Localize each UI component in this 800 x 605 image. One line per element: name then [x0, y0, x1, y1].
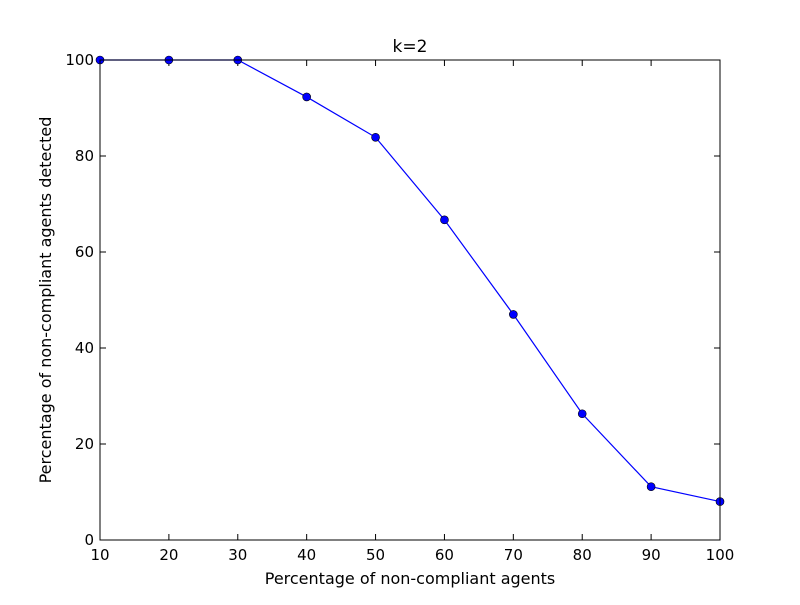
axis-ticks: 10 20 30 40 50 60 70 80 90 100 0 20 40 60 80 100 [65, 51, 734, 564]
data-point [302, 92, 311, 102]
plot-frame [99, 59, 721, 541]
x-tick-label: 60 [435, 546, 454, 564]
x-tick-label: 90 [642, 546, 661, 564]
x-tick-label: 80 [573, 546, 592, 564]
data-point [646, 482, 656, 492]
x-tick-label: 100 [706, 546, 735, 564]
y-tick-label: 80 [75, 147, 94, 165]
y-tick-label: 60 [75, 243, 94, 261]
x-tick-label: 40 [297, 546, 316, 564]
y-axis-label: Percentage of non-compliant agents detec… [36, 117, 55, 484]
x-tick-label: 70 [504, 546, 523, 564]
y-tick-label: 40 [75, 339, 94, 357]
x-tick-label: 10 [90, 546, 109, 564]
series-layer [95, 55, 725, 506]
x-tick-label: 30 [228, 546, 247, 564]
data-point [440, 215, 449, 225]
series-line [100, 59, 721, 503]
y-tick-label: 0 [84, 531, 94, 549]
x-axis-label: Percentage of non-compliant agents [265, 569, 556, 588]
y-tick-label: 100 [65, 51, 94, 69]
chart-title: k=2 [393, 37, 428, 57]
x-tick-label: 50 [366, 546, 385, 564]
y-tick-label: 20 [75, 435, 94, 453]
data-point [371, 132, 380, 142]
x-tick-label: 20 [159, 546, 178, 564]
data-point [577, 409, 587, 419]
data-point [509, 310, 518, 319]
